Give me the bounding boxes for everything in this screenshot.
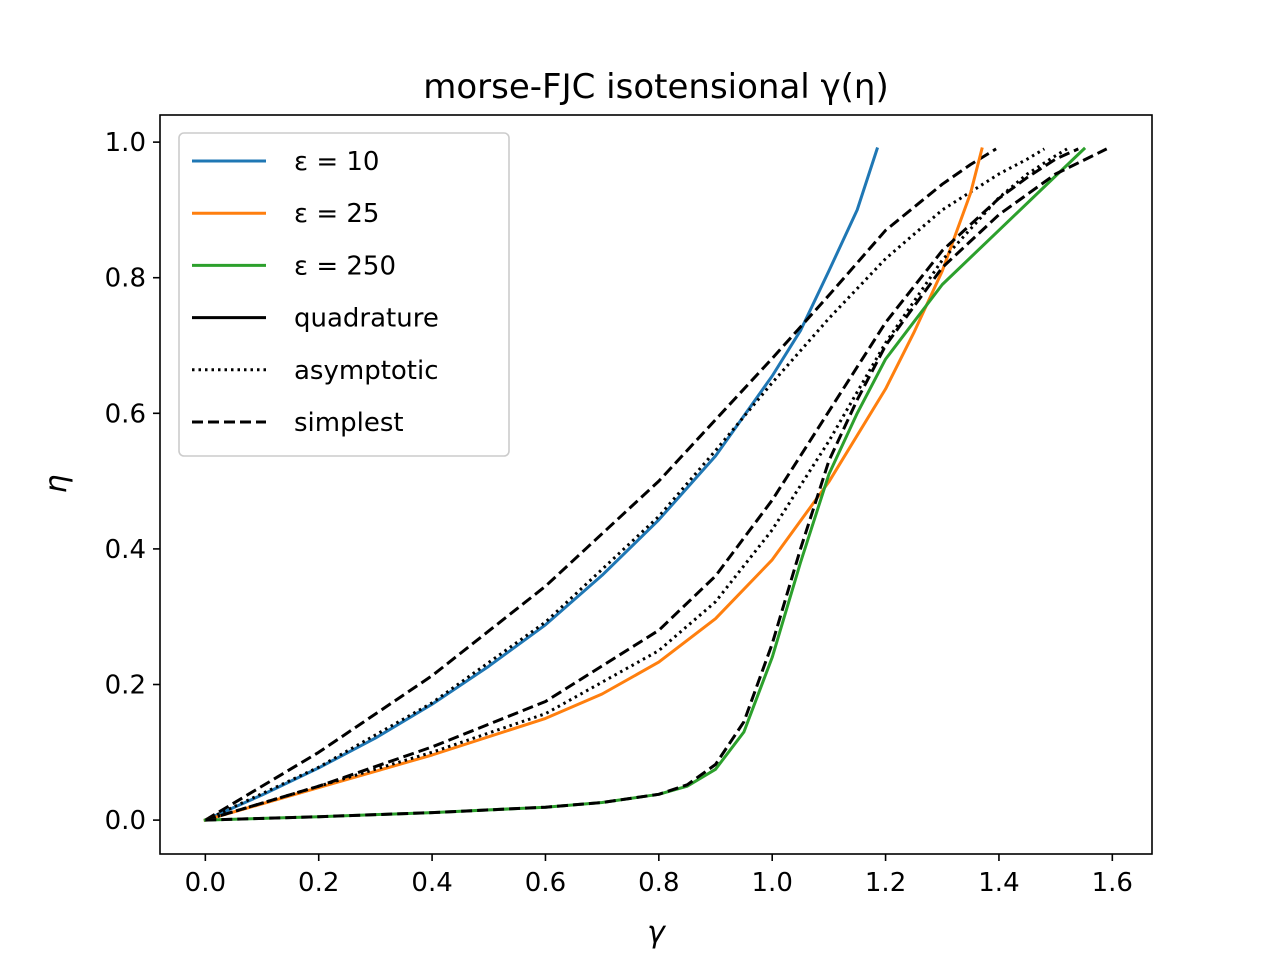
x-tick-label: 1.6 [1092,868,1133,898]
plot-frame [159,114,1153,855]
x-tick-label: 1.2 [865,868,906,898]
x-tick-label: 0.2 [298,868,339,898]
legend-label: ε = 25 [294,199,379,229]
y-tick-label: 0.4 [105,535,146,565]
series-line-8-dashed [205,147,1108,822]
y-tick-label: 0.0 [105,806,146,836]
legend: ε = 10 ε = 25 ε = 250 quadrature asymptotic s… [178,132,510,457]
series-line-5-dotted [204,147,1068,822]
y-tick-label: 0.8 [105,264,146,294]
x-tick-label: 0.0 [185,868,226,898]
legend-label: ε = 250 [294,251,396,281]
x-tick-label: 0.8 [638,868,679,898]
y-tick-label: 1.0 [105,128,146,158]
y-axis-ticks: 0.0 0.2 0.4 0.6 0.8 1.0 [105,128,160,836]
x-tick-label: 1.0 [752,868,793,898]
series-layer [203,146,1108,823]
y-tick-label: 0.2 [105,671,146,701]
series-line-2-dotted [204,147,1046,822]
legend-label: simplest [294,408,404,438]
legend-label: ε = 10 [294,147,379,177]
y-tick-label: 0.6 [105,399,146,429]
x-axis-label: γ [647,915,667,950]
x-tick-label: 0.4 [411,868,452,898]
chart-title: morse-FJC isotensional γ(η) [423,67,889,107]
series-line-4-solid [203,147,984,822]
legend-label: asymptotic [294,356,439,386]
series-line-6-dashed [204,147,1079,822]
y-axis-label: η [39,474,74,493]
series-line-1-solid [203,147,879,823]
legend-label: quadrature [294,304,439,334]
x-tick-label: 1.4 [978,868,1019,898]
x-tick-label: 0.6 [525,868,566,898]
x-axis-ticks: 0.0 0.2 0.4 0.6 0.8 1.0 1.2 1.4 1.6 [185,854,1133,898]
